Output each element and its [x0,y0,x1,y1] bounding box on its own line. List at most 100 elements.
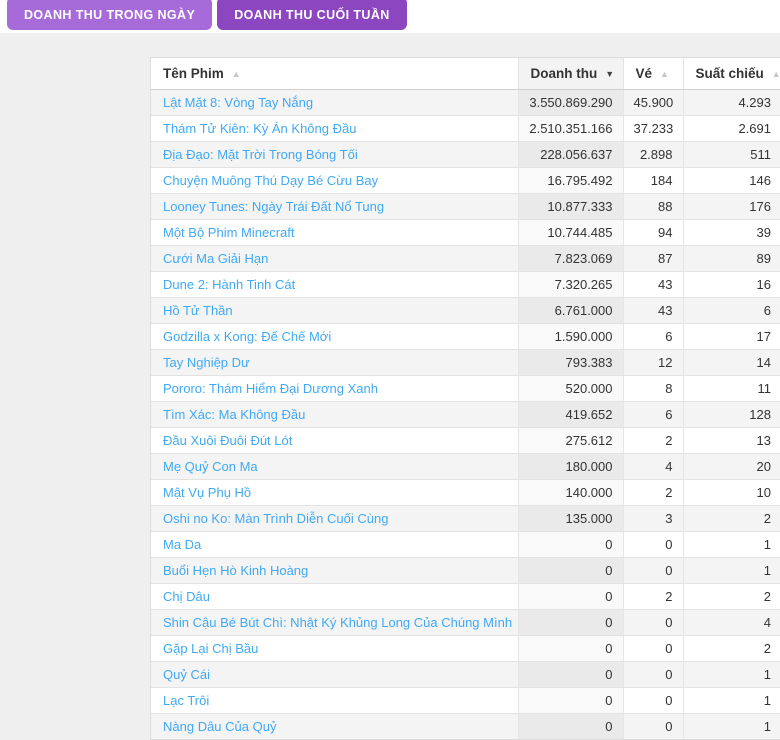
revenue-cell: 0 [517,609,623,636]
revenue-cell: 2.510.351.166 [517,115,623,142]
table-row: Một Bộ Phim Minecraft 10.744.485 94 39 [151,219,780,246]
tickets-cell: 37.233 [622,115,683,142]
tickets-cell: 8 [622,375,683,402]
movie-title-cell: Mẹ Quỷ Con Ma [151,453,518,480]
table-row: Thám Tử Kiên: Kỳ Án Không Đầu 2.510.351.1… [151,115,780,142]
showtimes-cell: 11 [682,375,780,402]
showtimes-cell: 1 [682,557,780,584]
table-row: Ma Da 0 0 1 [151,531,780,558]
revenue-cell: 3.550.869.290 [517,89,623,116]
table-row: Looney Tunes: Ngày Trái Đất Nổ Tung 10.87… [151,193,780,220]
movie-link[interactable]: Một Bộ Phim Minecraft [163,225,295,240]
tab-doanh-thu-trong-ngay[interactable]: DOANH THU TRONG NGÀY [7,0,213,30]
sort-asc-icon: ▲ [660,69,669,79]
box-office-table: Tên Phim ▲ Doanh thu ▼ Vé ▲ Suất chiếu ▲ Lật… [150,57,780,740]
tickets-cell: 12 [622,349,683,376]
revenue-cell: 10.744.485 [517,219,623,246]
tickets-cell: 6 [622,323,683,350]
movie-title-cell: Buổi Hẹn Hò Kinh Hoàng [151,557,518,584]
movie-link[interactable]: Mật Vụ Phụ Hồ [163,485,252,500]
movie-title-cell: Tìm Xác: Ma Không Đầu [151,401,518,428]
movie-title-cell: Địa Đạo: Mặt Trời Trong Bóng Tối [151,141,518,168]
movie-link[interactable]: Tay Nghiệp Dư [163,355,250,370]
tickets-cell: 0 [622,661,683,688]
movie-link[interactable]: Ma Da [163,537,202,552]
movie-link[interactable]: Gặp Lại Chị Bầu [163,641,259,656]
movie-title-cell: Oshi no Ko: Màn Trình Diễn Cuối Cùng [151,505,518,532]
table-row: Tay Nghiệp Dư 793.383 12 14 [151,349,780,376]
movie-link[interactable]: Pororo: Thám Hiểm Đại Dương Xanh [163,381,378,396]
showtimes-cell: 4.293 [682,89,780,116]
revenue-cell: 228.056.637 [517,141,623,168]
table-row: Godzilla x Kong: Đế Chế Mới 1.590.000 6 17 [151,323,780,350]
movie-title-cell: Cưới Ma Giải Hạn [151,245,518,272]
tickets-cell: 2 [622,583,683,610]
movie-link[interactable]: Chị Dâu [163,589,210,604]
showtimes-cell: 39 [682,219,780,246]
column-label: Suất chiếu [695,66,764,81]
movie-link[interactable]: Lạc Trôi [163,693,210,708]
tickets-cell: 45.900 [622,89,683,116]
table-row: Nàng Dâu Của Quỷ 0 0 1 [151,713,780,739]
tickets-cell: 4 [622,453,683,480]
movie-link[interactable]: Godzilla x Kong: Đế Chế Mới [163,329,332,344]
movie-link[interactable]: Looney Tunes: Ngày Trái Đất Nổ Tung [163,199,385,214]
tickets-cell: 0 [622,635,683,662]
tickets-cell: 43 [622,297,683,324]
revenue-cell: 140.000 [517,479,623,506]
column-header-ten-phim[interactable]: Tên Phim ▲ [151,58,518,90]
tab-doanh-thu-cuoi-tuan[interactable]: DOANH THU CUỐI TUẦN [217,0,407,30]
movie-link[interactable]: Shin Cậu Bé Bút Chì: Nhật Ký Khủng Long … [163,615,513,630]
movie-link[interactable]: Mẹ Quỷ Con Ma [163,459,258,474]
movie-link[interactable]: Quỷ Cái [163,667,210,682]
table-row: Địa Đạo: Mặt Trời Trong Bóng Tối 228.056.… [151,141,780,168]
table-row: Tìm Xác: Ma Không Đầu 419.652 6 128 [151,401,780,428]
column-header-ve[interactable]: Vé ▲ [622,58,683,90]
showtimes-cell: 20 [682,453,780,480]
movie-link[interactable]: Hồ Tử Thần [163,303,233,318]
showtimes-cell: 511 [682,141,780,168]
tickets-cell: 6 [622,401,683,428]
table-row: Lật Mặt 8: Vòng Tay Nắng 3.550.869.290 45.… [151,89,780,116]
tickets-cell: 0 [622,557,683,584]
showtimes-cell: 13 [682,427,780,454]
revenue-cell: 7.320.265 [517,271,623,298]
movie-link[interactable]: Địa Đạo: Mặt Trời Trong Bóng Tối [163,147,358,162]
tickets-cell: 2 [622,479,683,506]
column-label: Vé [635,66,653,81]
movie-title-cell: Một Bộ Phim Minecraft [151,219,518,246]
showtimes-cell: 1 [682,531,780,558]
movie-link[interactable]: Nàng Dâu Của Quỷ [163,719,277,734]
table-row: Mẹ Quỷ Con Ma 180.000 4 20 [151,453,780,480]
column-header-doanh-thu[interactable]: Doanh thu ▼ [517,58,623,90]
table-body: Lật Mặt 8: Vòng Tay Nắng 3.550.869.290 45.… [151,89,780,739]
showtimes-cell: 2.691 [682,115,780,142]
table-row: Đầu Xuôi Đuôi Đút Lót 275.612 2 13 [151,427,780,454]
revenue-cell: 0 [517,713,623,739]
movie-link[interactable]: Tìm Xác: Ma Không Đầu [163,407,306,422]
movie-link[interactable]: Thám Tử Kiên: Kỳ Án Không Đầu [163,121,357,136]
revenue-cell: 7.823.069 [517,245,623,272]
revenue-cell: 135.000 [517,505,623,532]
movie-link[interactable]: Đầu Xuôi Đuôi Đút Lót [163,433,293,448]
movie-link[interactable]: Dune 2: Hành Tinh Cát [163,277,296,292]
revenue-cell: 6.761.000 [517,297,623,324]
showtimes-cell: 4 [682,609,780,636]
showtimes-cell: 1 [682,687,780,714]
table-row: Chuyện Muông Thú Dạy Bé Cừu Bay 16.795.49… [151,167,780,194]
movie-title-cell: Tay Nghiệp Dư [151,349,518,376]
table-row: Gặp Lại Chị Bầu 0 0 2 [151,635,780,662]
showtimes-cell: 89 [682,245,780,272]
tickets-cell: 3 [622,505,683,532]
movie-link[interactable]: Cưới Ma Giải Hạn [163,251,269,266]
movie-link[interactable]: Lật Mặt 8: Vòng Tay Nắng [163,95,314,110]
movie-link[interactable]: Buổi Hẹn Hò Kinh Hoàng [163,563,309,578]
movie-link[interactable]: Chuyện Muông Thú Dạy Bé Cừu Bay [163,173,379,188]
tickets-cell: 0 [622,531,683,558]
movie-link[interactable]: Oshi no Ko: Màn Trình Diễn Cuối Cùng [163,511,389,526]
showtimes-cell: 14 [682,349,780,376]
revenue-cell: 419.652 [517,401,623,428]
column-header-suat-chieu[interactable]: Suất chiếu ▲ [682,58,780,90]
showtimes-cell: 2 [682,583,780,610]
movie-title-cell: Ma Da [151,531,518,558]
